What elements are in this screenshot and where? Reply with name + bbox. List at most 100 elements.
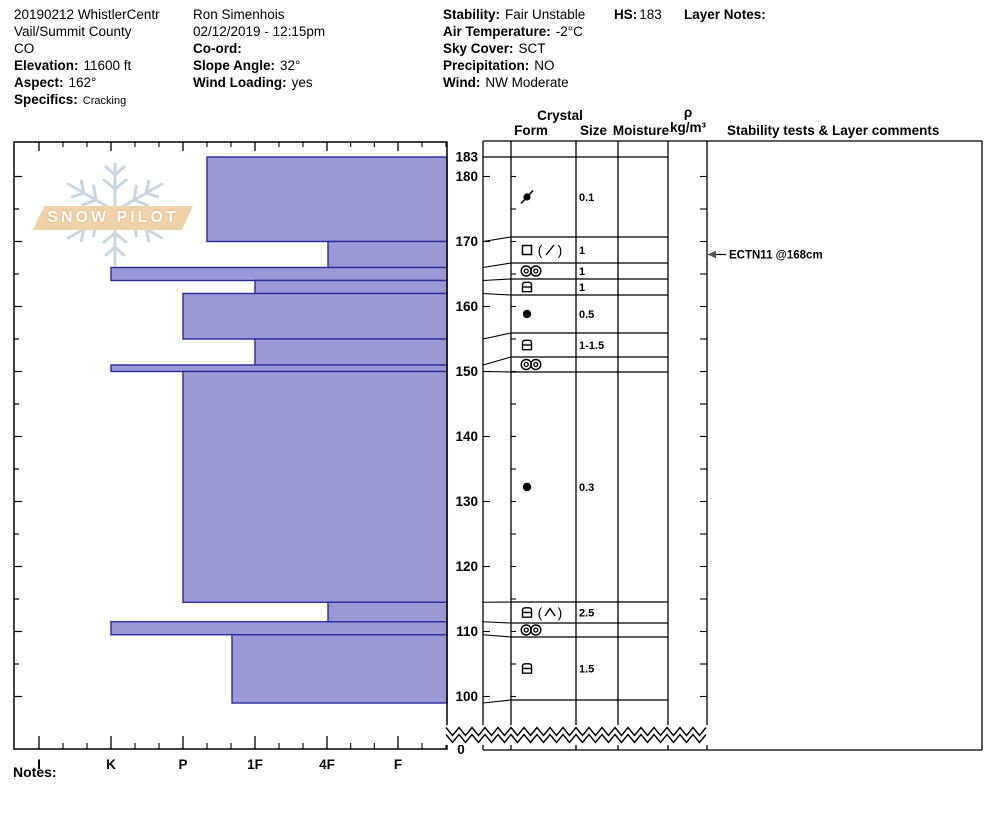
layer-leader-line — [482, 292, 512, 296]
crystal-form-polycrystal-icon — [523, 361, 529, 368]
sky-cover-label: Sky Cover: — [443, 41, 514, 56]
density-unit-header: kg/m³ — [669, 120, 706, 135]
axis-break-zigzag — [445, 726, 707, 737]
observer-name: Ron Simenhois — [193, 7, 285, 22]
crystal-size-value: 0.1 — [579, 192, 594, 204]
layer-bar — [182, 370, 448, 603]
crystal-size-value: 0.5 — [579, 309, 594, 321]
crystal-form-polycrystal-icon — [523, 268, 529, 274]
snowflake-branch — [79, 227, 86, 243]
layer-leader-line — [482, 262, 512, 269]
slope-angle-label: Slope Angle: — [193, 58, 276, 73]
aspect-label: Aspect: — [14, 75, 64, 90]
paren-glyph: ( — [538, 242, 543, 258]
wind-loading-row: Wind Loading: yes — [193, 74, 325, 91]
elevation-label: Elevation: — [14, 58, 79, 73]
crystal-form-polycrystal-icon — [520, 358, 532, 371]
snowflake-branch — [113, 245, 126, 257]
density-symbol-header: ρ — [683, 105, 693, 120]
aspect-row: Aspect: 162° — [14, 74, 160, 91]
depth-label: 180 — [455, 169, 478, 184]
snowflake-branch — [132, 198, 149, 207]
layer-bar — [182, 292, 448, 340]
snowflake-branch — [113, 231, 128, 244]
crystal-size-value: 1 — [579, 282, 585, 294]
pit-title: 20190212 WhistlerCentr — [14, 7, 160, 22]
hardness-label: K — [106, 757, 116, 772]
crystal-form-slash-icon — [545, 244, 555, 256]
crystal-size-value: 1 — [579, 266, 585, 278]
specifics-label: Specifics: — [14, 92, 78, 107]
layer-bar — [327, 240, 448, 269]
notes-label: Notes: — [13, 764, 57, 780]
crystal-form-crust-icon — [521, 607, 533, 618]
hardness-label: 1F — [247, 757, 263, 772]
crystal-form-crust-icon — [521, 281, 533, 293]
crystal-form-crust-icon — [521, 339, 533, 351]
sky-cover-value: SCT — [518, 41, 546, 56]
stability-tests-header: Stability tests & Layer comments — [727, 123, 940, 138]
depth-label: 100 — [455, 689, 478, 704]
snowflake-branch — [113, 178, 128, 191]
coord-label: Co-ord: — [193, 41, 242, 56]
conditions-block: Stability: Fair Unstable Air Temperature:… — [443, 6, 585, 91]
layer-bar — [110, 364, 448, 373]
snowflake-branch — [70, 191, 86, 199]
crystal-form-polycrystal-icon — [533, 361, 539, 368]
layer-bar — [254, 338, 448, 366]
depth-label: 160 — [455, 299, 478, 314]
crystal-form-polycrystal-icon — [523, 627, 529, 633]
crystal-form-polycrystal-icon — [530, 624, 542, 636]
air-temp-label: Air Temperature: — [443, 24, 551, 39]
layer-bar — [110, 621, 448, 636]
pit-region: Vail/Summit County — [14, 24, 132, 39]
depth-label: 170 — [455, 234, 478, 249]
observation-datetime: 02/12/2019 - 12:15pm — [193, 24, 326, 39]
crystal-form-crust-icon — [521, 663, 533, 674]
crystal-form-dot-icon — [522, 309, 532, 319]
snowpilot-banner: SNOW PILOT — [33, 206, 193, 230]
wind-loading-label: Wind Loading: — [193, 75, 287, 90]
depth-label: 183 — [455, 150, 478, 165]
stability-label: Stability: — [443, 7, 501, 22]
crystal-form-polycrystal-icon — [533, 627, 539, 633]
snowflake-branch — [132, 184, 138, 202]
layer-bar — [206, 156, 448, 243]
snowflake-branch — [81, 198, 98, 207]
air-temp-row: Air Temperature: -2°C — [443, 23, 585, 40]
hardness-label: 4F — [319, 757, 335, 772]
elevation-value: 11600 ft — [83, 58, 132, 73]
crystal-form-polycrystal-icon — [520, 265, 532, 277]
annotation-arrowhead-icon — [708, 250, 716, 259]
hardness-label: I — [37, 757, 41, 772]
crystal-form-polycrystal-icon — [530, 358, 542, 371]
snowflake-branch — [104, 245, 117, 257]
layer-bar — [327, 601, 448, 623]
layer-leader-line — [482, 634, 512, 638]
snowpilot-logo: SNOW PILOT — [30, 155, 210, 281]
wind-loading-value: yes — [291, 75, 313, 90]
crystal-size-value: 1 — [579, 245, 585, 257]
layer-bar — [231, 634, 448, 704]
snowflake-branch — [104, 165, 117, 177]
sky-cover-row: Sky Cover: SCT — [443, 40, 585, 57]
stability-test-annotation: ECTN11 @168cm — [729, 250, 823, 262]
crystal-size-value: 2.5 — [579, 608, 594, 620]
moisture-header: Moisture — [612, 123, 670, 138]
snowpilot-banner-text: SNOW PILOT — [47, 209, 179, 226]
layer-bar — [110, 266, 448, 282]
depth-label: 140 — [455, 429, 478, 444]
stability-value: Fair Unstable — [505, 7, 586, 22]
hs-block: HS: 183 — [614, 6, 662, 23]
crystal-size-value: 1-1.5 — [579, 340, 604, 352]
layer-bar — [254, 279, 448, 295]
snowflake-branch — [144, 227, 151, 243]
snowflake-branch — [144, 179, 151, 195]
layer-leader-line — [482, 332, 512, 340]
layer-leader-line — [482, 699, 512, 704]
depth-zero-label: 0 — [457, 742, 465, 757]
size-header: Size — [579, 123, 607, 138]
axis-break-zigzag — [445, 733, 707, 744]
hs-value: 183 — [639, 7, 662, 22]
depth-label: 150 — [455, 364, 478, 379]
